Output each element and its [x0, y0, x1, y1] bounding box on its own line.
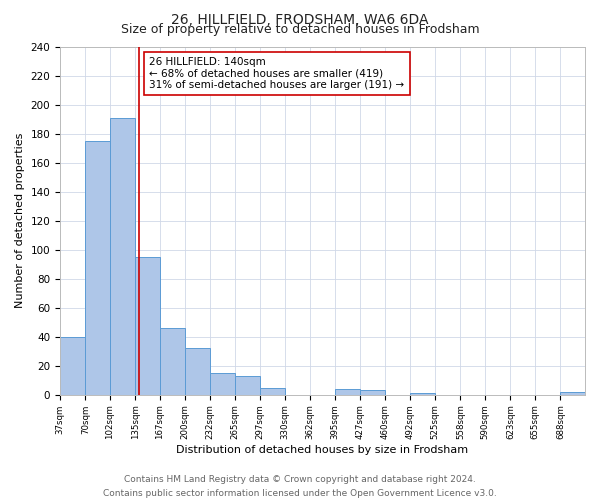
Bar [110, 118, 136, 395]
Text: Contains HM Land Registry data © Crown copyright and database right 2024.
Contai: Contains HM Land Registry data © Crown c… [103, 476, 497, 498]
X-axis label: Distribution of detached houses by size in Frodsham: Distribution of detached houses by size … [176, 445, 469, 455]
Bar [136, 257, 160, 395]
Text: 26 HILLFIELD: 140sqm
← 68% of detached houses are smaller (419)
31% of semi-deta: 26 HILLFIELD: 140sqm ← 68% of detached h… [149, 57, 404, 90]
Bar [560, 392, 585, 395]
Bar [210, 373, 235, 395]
Bar [85, 141, 110, 395]
Bar [410, 394, 435, 395]
Bar [335, 389, 360, 395]
Bar [160, 328, 185, 395]
Bar [260, 388, 285, 395]
Bar [60, 337, 85, 395]
Text: 26, HILLFIELD, FRODSHAM, WA6 6DA: 26, HILLFIELD, FRODSHAM, WA6 6DA [171, 12, 429, 26]
Bar [360, 390, 385, 395]
Bar [185, 348, 210, 395]
Bar [235, 376, 260, 395]
Text: Size of property relative to detached houses in Frodsham: Size of property relative to detached ho… [121, 24, 479, 36]
Y-axis label: Number of detached properties: Number of detached properties [15, 133, 25, 308]
